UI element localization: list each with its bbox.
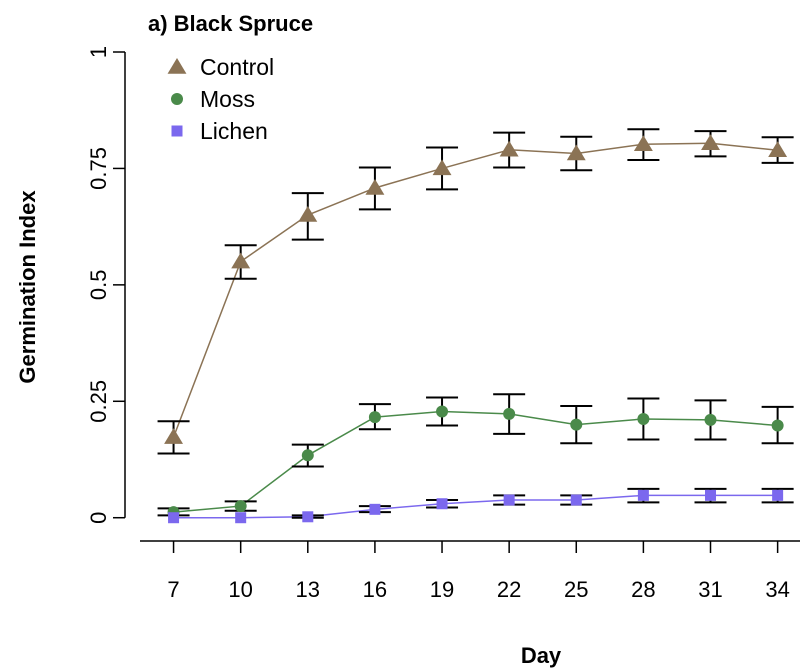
series-control xyxy=(157,128,794,455)
point-control-8 xyxy=(701,134,720,151)
x-tick-label-5: 22 xyxy=(497,577,521,602)
point-lichen-1 xyxy=(235,512,247,524)
point-lichen-5 xyxy=(503,494,515,506)
y-axis-title: Germination Index xyxy=(15,190,40,384)
x-tick-label-6: 25 xyxy=(564,577,588,602)
point-control-7 xyxy=(633,135,653,151)
point-control-6 xyxy=(566,144,586,161)
y-tick-label-2: 0.5 xyxy=(86,270,111,301)
point-moss-5 xyxy=(503,407,516,420)
legend-marker-control xyxy=(167,58,187,74)
y-tick-label-4: 1 xyxy=(86,46,111,58)
legend-label-moss: Moss xyxy=(200,86,255,112)
x-tick-label-1: 10 xyxy=(228,577,252,602)
point-lichen-3 xyxy=(369,503,381,515)
point-moss-2 xyxy=(301,449,314,462)
y-tick-label-3: 0.75 xyxy=(86,147,111,190)
legend-item-lichen: Lichen xyxy=(171,118,268,144)
x-tick-label-7: 28 xyxy=(631,577,655,602)
axes: 0 0.25 0.5 0.75 1 7 10 13 16 19 22 25 28 31 34 xyxy=(86,46,800,602)
x-tick-label-0: 7 xyxy=(167,577,179,602)
point-lichen-0 xyxy=(168,512,180,524)
point-lichen-4 xyxy=(436,498,448,510)
point-control-5 xyxy=(499,140,519,157)
x-tick-label-8: 31 xyxy=(698,577,722,602)
point-moss-3 xyxy=(368,411,381,424)
legend-item-moss: Moss xyxy=(171,86,255,112)
series-line-control xyxy=(172,142,778,438)
point-moss-9 xyxy=(771,419,784,432)
point-control-3 xyxy=(365,178,385,195)
point-control-0 xyxy=(164,428,184,444)
series-line-lichen xyxy=(173,494,778,519)
y-tick-label-0: 0 xyxy=(86,512,111,524)
point-moss-8 xyxy=(704,413,717,426)
chart-title: a) Black Spruce xyxy=(148,11,313,36)
x-tick-label-9: 34 xyxy=(765,577,789,602)
x-tick-label-3: 16 xyxy=(363,577,387,602)
point-control-4 xyxy=(432,159,452,176)
x-axis-title: Day xyxy=(521,643,562,668)
legend-label-control: Control xyxy=(200,54,274,80)
point-control-9 xyxy=(768,141,788,158)
legend-item-control: Control xyxy=(167,54,274,80)
point-control-2 xyxy=(298,206,318,222)
series-line-moss xyxy=(173,410,778,513)
point-moss-4 xyxy=(436,405,449,418)
legend-label-lichen: Lichen xyxy=(200,118,268,144)
point-moss-1 xyxy=(234,500,247,513)
legend-marker-lichen xyxy=(171,125,183,137)
point-lichen-2 xyxy=(302,511,314,523)
point-lichen-7 xyxy=(637,489,649,501)
y-tick-label-1: 0.25 xyxy=(86,380,111,423)
point-lichen-8 xyxy=(705,489,717,501)
legend-marker-moss xyxy=(171,93,183,105)
series-moss xyxy=(157,393,794,519)
x-tick-label-4: 19 xyxy=(430,577,454,602)
series-layer xyxy=(157,128,794,524)
x-tick-label-2: 13 xyxy=(296,577,320,602)
point-lichen-6 xyxy=(570,494,582,506)
legend: Control Moss Lichen xyxy=(167,54,274,144)
point-control-1 xyxy=(231,252,251,269)
series-lichen xyxy=(168,487,794,524)
point-moss-6 xyxy=(570,418,583,431)
point-moss-7 xyxy=(637,412,650,425)
point-lichen-9 xyxy=(772,489,784,501)
